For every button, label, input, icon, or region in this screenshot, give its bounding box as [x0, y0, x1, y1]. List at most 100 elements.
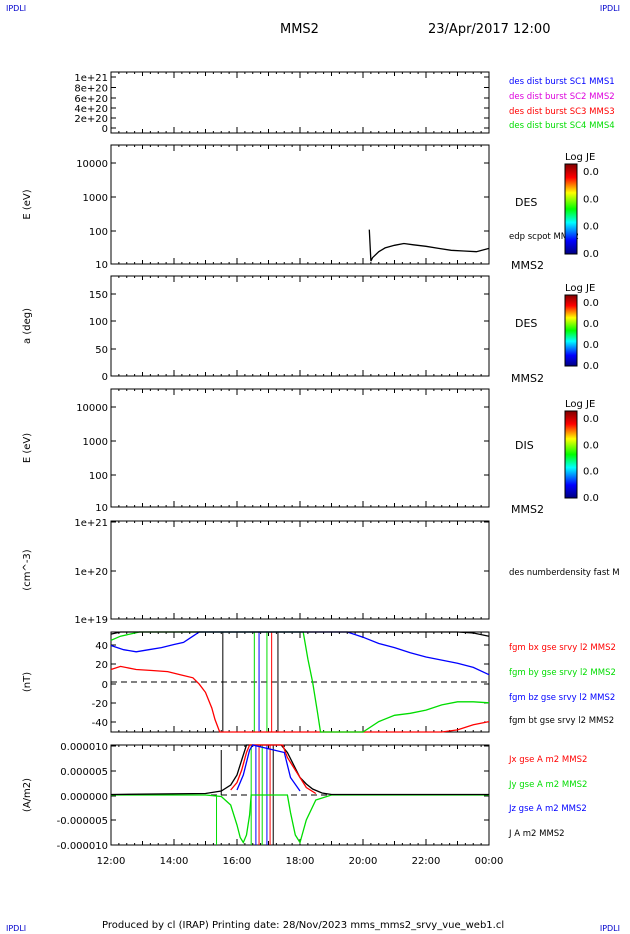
- panel-frame: [110, 388, 490, 508]
- y-tick-label: 0.000005: [60, 767, 108, 778]
- y-axis-title: E (eV): [22, 433, 33, 463]
- instrument-label: DES: [515, 317, 537, 330]
- y-tick-label: 20: [95, 660, 108, 671]
- y-tick-label: 100: [89, 471, 108, 482]
- y-tick-label: -40: [92, 718, 108, 729]
- instrument-label: DES: [515, 196, 537, 209]
- panel-frame: [110, 275, 490, 377]
- series-line: [110, 631, 490, 637]
- panel-frame: [110, 520, 490, 620]
- y-tick-label: 1000: [83, 437, 108, 448]
- series-line: [368, 229, 490, 262]
- y-tick-label: 0: [102, 680, 108, 691]
- y-tick-label: 8e+20: [74, 84, 108, 95]
- line-label: edp scpot MMS2: [509, 232, 579, 242]
- colorbar-tick-label: 0.0: [583, 167, 599, 178]
- panel-5: 1e+21 1e+20 1e+19 (cm^-3) des numberdensity …: [22, 518, 620, 626]
- colorbar-tick-label: 0.0: [583, 249, 599, 260]
- legend-entry: J A m2 MMS2: [508, 829, 565, 839]
- colorbar-label: Log JE: [565, 283, 595, 294]
- time-tick-label: 14:00: [160, 856, 189, 867]
- spacecraft-title: MMS2: [280, 22, 319, 37]
- colorbar-tick-label: 0.0: [583, 319, 599, 330]
- y-axis-title: (nT): [22, 672, 33, 692]
- y-tick-label: 100: [89, 317, 108, 328]
- y-tick-label: 100: [89, 227, 108, 238]
- y-tick-label: 1e+21: [74, 518, 108, 529]
- y-tick-label: 0: [102, 372, 108, 383]
- y-tick-label: -0.000005: [57, 816, 108, 827]
- y-tick-label: 40: [95, 641, 108, 652]
- y-tick-label: -0.000010: [57, 841, 108, 852]
- colorbar: [564, 294, 578, 367]
- time-tick-label: 18:00: [286, 856, 315, 867]
- spacecraft-label: MMS2: [511, 259, 544, 272]
- legend-entry: des dist burst SC2 MMS2: [509, 92, 615, 102]
- panel-3: 150 100 50 0 a (deg) DES MMS2 Log JE 0.0 0.0 0.0 0.…: [22, 275, 599, 385]
- colorbar-tick-label: 0.0: [583, 361, 599, 372]
- legend-entry: des dist burst SC1 MMS1: [509, 77, 615, 87]
- datetime-title: 23/Apr/2017 12:00: [428, 22, 551, 37]
- spacecraft-label: MMS2: [511, 503, 544, 516]
- legend-entry: Jy gse A m2 MMS2: [508, 780, 587, 790]
- legend-entry: fgm bt gse srvy l2 MMS2: [509, 716, 614, 726]
- y-tick-label: -20: [92, 699, 108, 710]
- y-tick-label: 4e+20: [74, 104, 108, 115]
- time-tick-label: 16:00: [223, 856, 252, 867]
- colorbar-tick-label: 0.0: [583, 414, 599, 425]
- colorbar-tick-label: 0.0: [583, 194, 599, 205]
- panel-frame: [110, 144, 490, 265]
- y-tick-label: 0: [102, 124, 108, 135]
- y-tick-label: 1e+19: [74, 615, 108, 626]
- instrument-label: DIS: [515, 439, 534, 452]
- corner-label-top-left: IPDLI: [6, 4, 27, 13]
- series-line: [230, 744, 317, 795]
- panel-6: 40 20 0 -20 -40 (nT) fgm bx gse srvy l2 MMS2 fg…: [22, 631, 616, 733]
- y-axis-title: a (deg): [22, 308, 33, 344]
- y-tick-label: 10000: [76, 403, 108, 414]
- y-tick-label: 0.000010: [60, 742, 108, 753]
- y-tick-label: 50: [95, 345, 108, 356]
- colorbar-tick-label: 0.0: [583, 467, 599, 478]
- y-tick-label: 150: [89, 290, 108, 301]
- colorbar: [564, 163, 578, 255]
- legend-entry: Jz gse A m2 MMS2: [508, 804, 587, 814]
- colorbar-tick-label: 0.0: [583, 440, 599, 451]
- panel-2: 10000 1000 100 10 E (eV) edp scpot MMS2 DES MMS…: [22, 144, 599, 272]
- y-axis-title: (A/m2): [22, 778, 33, 812]
- legend-entry: fgm bz gse srvy l2 MMS2: [509, 693, 615, 703]
- colorbar-tick-label: 0.0: [583, 493, 599, 504]
- corner-label-bottom-left: IPDLI: [6, 924, 27, 933]
- legend-entry: des dist burst SC3 MMS3: [509, 107, 615, 117]
- colorbar-label: Log JE: [565, 152, 595, 163]
- legend-entry: fgm by gse srvy l2 MMS2: [509, 668, 616, 678]
- legend-entry: des dist burst SC4 MMS4: [509, 121, 615, 131]
- y-tick-label: 1000: [83, 193, 108, 204]
- panel-4: 10000 1000 100 10 E (eV) DIS MMS2 Log JE 0.0 0.0 0…: [22, 388, 599, 516]
- time-tick-label: 00:00: [475, 856, 504, 867]
- series-line: [236, 744, 301, 792]
- panel-frame: [110, 71, 490, 134]
- legend-entry: Jx gse A m2 MMS2: [508, 755, 587, 765]
- series-line: [110, 744, 489, 796]
- time-tick-label: 20:00: [349, 856, 378, 867]
- colorbar-label: Log JE: [565, 399, 595, 410]
- y-tick-label: 2e+20: [74, 114, 108, 125]
- y-tick-label: 1e+20: [74, 567, 108, 578]
- y-tick-label: 6e+20: [74, 94, 108, 105]
- y-tick-label: 0.000000: [60, 792, 108, 803]
- y-tick-label: 10: [95, 260, 108, 271]
- spacecraft-label: MMS2: [511, 372, 544, 385]
- series-line: [110, 631, 490, 676]
- corner-label-bottom-right: IPDLI: [599, 924, 620, 933]
- y-tick-label: 1e+21: [74, 73, 108, 84]
- time-tick-label: 12:00: [97, 856, 126, 867]
- time-tick-label: 22:00: [412, 856, 441, 867]
- legend-entry: des numberdensity fast M: [509, 568, 620, 578]
- corner-label-top-right: IPDLI: [599, 4, 620, 13]
- series-line: [110, 665, 490, 733]
- colorbar-tick-label: 0.0: [583, 222, 599, 233]
